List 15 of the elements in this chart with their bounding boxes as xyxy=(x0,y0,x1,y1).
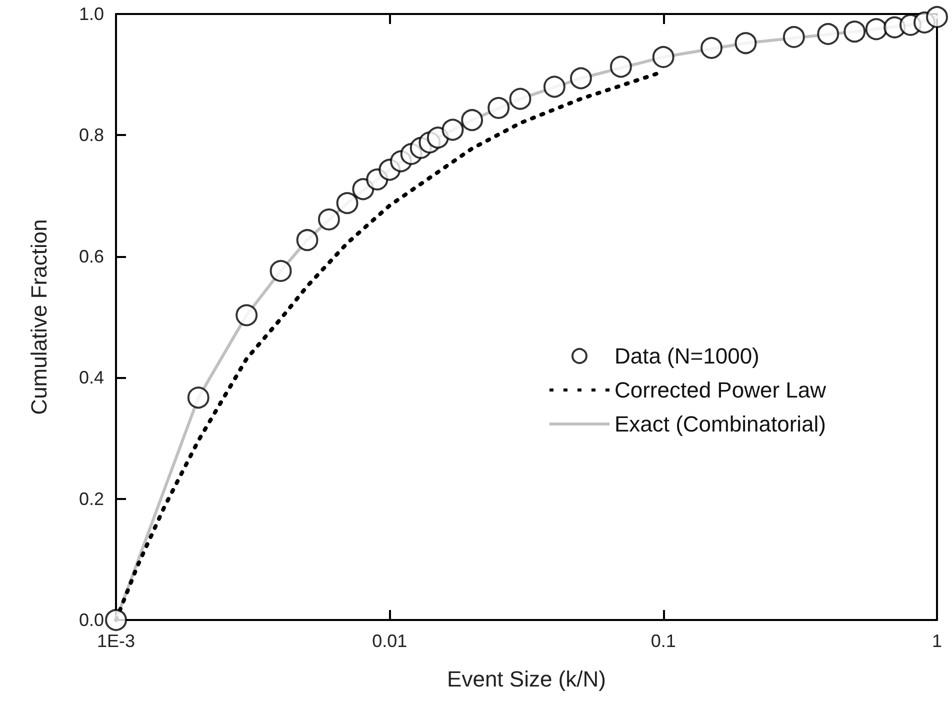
x-tick-label: 0.01 xyxy=(372,631,408,651)
x-tick-label: 1E-3 xyxy=(96,631,136,651)
y-tick-label: 0.8 xyxy=(78,125,104,146)
legend-label: Data (N=1000) xyxy=(614,344,760,368)
y-tick-label: 0.0 xyxy=(78,610,104,630)
x-tick-label: 0.1 xyxy=(650,631,676,651)
y-tick-label: 0.4 xyxy=(78,368,104,388)
y-tick-label: 1.0 xyxy=(78,4,104,24)
x-axis-title: Event Size (k/N) xyxy=(447,666,606,692)
y-tick-label: 0.2 xyxy=(78,488,104,509)
y-tick-label: 0.6 xyxy=(78,246,104,266)
legend-label: Exact (Combinatorial) xyxy=(614,412,826,436)
x-tick-label: 1 xyxy=(932,631,942,651)
legend-label: Corrected Power Law xyxy=(614,378,826,402)
y-axis-title: Cumulative Fraction xyxy=(26,219,52,415)
